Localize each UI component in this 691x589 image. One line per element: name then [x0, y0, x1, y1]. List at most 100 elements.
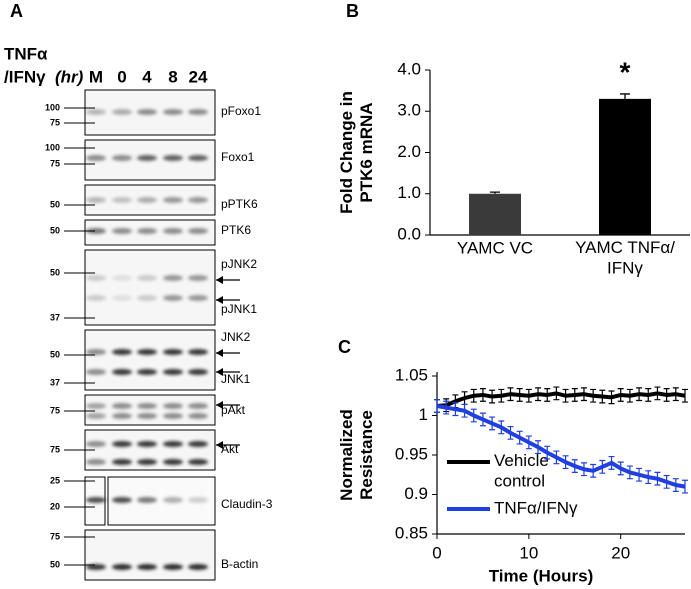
text-line: Vehicle: [494, 451, 549, 470]
blot-band: [86, 295, 106, 301]
protein-label: pPTK6: [221, 197, 258, 211]
blot-band: [112, 459, 132, 465]
blot-band: [112, 413, 132, 419]
marker-label: 50: [50, 267, 60, 277]
y-axis-label: NormalizedResistance: [337, 409, 376, 501]
blot-band: [163, 228, 183, 234]
blot-band: [112, 369, 132, 375]
blot-band: [163, 459, 183, 465]
arrow-head: [216, 276, 223, 284]
x-axis-label: Time (Hours): [489, 566, 594, 585]
lane-label: M: [89, 67, 103, 86]
arrow-head: [216, 296, 223, 304]
treatment-label: TNFα: [4, 44, 48, 63]
blot-band: [86, 459, 106, 465]
blot-band: [112, 564, 132, 570]
y-tick-label: 1.05: [395, 365, 428, 384]
blot-frame: [84, 394, 216, 426]
marker-label: 100: [45, 142, 60, 152]
blot-band: [112, 228, 132, 234]
blot-band: [163, 349, 183, 355]
blot-band: [163, 197, 183, 203]
y-tick-label: 2.0: [397, 142, 421, 161]
marker-label: 20: [50, 501, 60, 511]
blot-band: [188, 349, 208, 355]
x-tick-label: 0: [432, 543, 441, 562]
blot-band: [163, 413, 183, 419]
marker-label: 25: [50, 475, 60, 485]
lane-label: 0: [117, 67, 126, 86]
marker-label: 75: [50, 158, 60, 168]
arrow-head: [216, 401, 223, 409]
blot-band: [163, 295, 183, 301]
text-line: Normalized: [337, 409, 356, 501]
x-tick-label: YAMC TNFα/IFNγ: [575, 238, 675, 277]
blot-band: [163, 497, 183, 503]
blot-band: [137, 413, 157, 419]
protein-label: B-actin: [221, 557, 258, 571]
blot-band: [137, 497, 157, 503]
error-bar: [620, 93, 630, 99]
marker-label: 50: [50, 225, 60, 235]
protein-label: pJNK1: [221, 302, 257, 316]
blot-band: [163, 369, 183, 375]
blot-band: [137, 349, 157, 355]
protein-label: pAkt: [221, 403, 246, 417]
marker-label: 37: [50, 377, 60, 387]
text-line: Resistance: [358, 410, 377, 500]
time-unit: (hr): [55, 67, 84, 86]
text-line: IFNγ: [607, 259, 643, 278]
y-axis-label: Fold Change inPTK6 mRNA: [337, 91, 376, 214]
blot-band: [137, 295, 157, 301]
treatment-label: /IFNγ: [4, 67, 46, 86]
blot-band: [188, 295, 208, 301]
bar: [469, 193, 521, 235]
protein-label: JNK1: [221, 372, 251, 386]
y-tick-label: 0.9: [404, 484, 428, 503]
blot-band: [188, 441, 208, 447]
blot-band: [137, 441, 157, 447]
lane-label: 8: [168, 67, 177, 86]
blot-band: [137, 197, 157, 203]
legend-label: Vehicle control: [494, 451, 549, 490]
blot-band: [112, 295, 132, 301]
blot-band: [188, 459, 208, 465]
y-tick-label: 1.0: [397, 183, 421, 202]
protein-label: PTK6: [221, 223, 251, 237]
y-tick-label: 0.85: [395, 523, 428, 542]
marker-label: 75: [50, 444, 60, 454]
text-line: control: [494, 472, 545, 491]
marker-label: 50: [50, 559, 60, 569]
blot-frame: [84, 529, 216, 581]
blot-band: [163, 155, 183, 161]
series-line: [436, 404, 686, 489]
blot-band: [137, 275, 157, 281]
blot-band: [112, 497, 132, 503]
y-tick-label: 0.95: [395, 444, 428, 463]
blot-band: [137, 564, 157, 570]
blot-band: [188, 109, 208, 115]
blot-band: [86, 369, 106, 375]
marker-label: 75: [50, 405, 60, 415]
text-line: PTK6 mRNA: [358, 102, 377, 202]
marker-label: 75: [50, 531, 60, 541]
blot-band: [112, 197, 132, 203]
panel-label: A: [10, 1, 23, 21]
blot-frame: [84, 329, 216, 391]
blot-band: [188, 403, 208, 409]
marker-label: 100: [45, 102, 60, 112]
blot-band: [137, 155, 157, 161]
protein-label: Akt: [221, 442, 239, 456]
y-tick-label: 0.0: [397, 224, 421, 243]
marker-label: 50: [50, 349, 60, 359]
blot-band: [112, 109, 132, 115]
blot-band: [163, 275, 183, 281]
protein-label: pFoxo1: [221, 104, 261, 118]
blot-band: [86, 403, 106, 409]
y-tick-label: 3.0: [397, 101, 421, 120]
blot-band: [137, 403, 157, 409]
arrow-head: [216, 368, 223, 376]
marker-label: 75: [50, 117, 60, 127]
blot-band: [163, 441, 183, 447]
